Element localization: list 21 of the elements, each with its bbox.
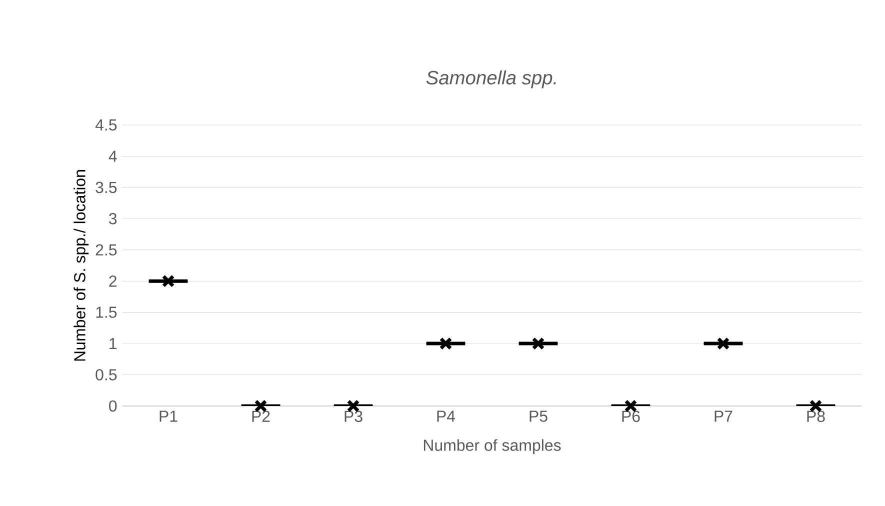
chart-title: Samonella spp. [426, 70, 556, 88]
x-axis-title: Number of samples [424, 439, 561, 454]
y-tick-label: 1.5 [96, 306, 117, 318]
y-tick-label: 3.5 [96, 182, 117, 194]
y-tick-label: 1 [110, 338, 117, 350]
x-tick-label: P2 [252, 410, 270, 422]
x-tick-label: P8 [807, 410, 825, 422]
y-tick-label: 0 [109, 400, 117, 412]
y-tick-label: 2 [109, 276, 116, 287]
y-tick-label: 4.5 [95, 119, 117, 131]
y-tick-label: 2.5 [96, 244, 117, 256]
x-tick-label: P7 [714, 410, 732, 422]
x-tick-label: P5 [530, 410, 548, 422]
y-tick-label: 3 [109, 213, 117, 224]
y-tick-label: 0.5 [96, 369, 117, 380]
y-axis-title: Number of S. spp./ location [74, 170, 89, 361]
x-tick-label: P3 [344, 410, 362, 422]
y-tick-label: 4 [108, 150, 117, 162]
x-tick-label: P1 [160, 410, 178, 422]
x-tick-label: P6 [622, 410, 640, 422]
x-tick-label: P4 [437, 410, 456, 422]
